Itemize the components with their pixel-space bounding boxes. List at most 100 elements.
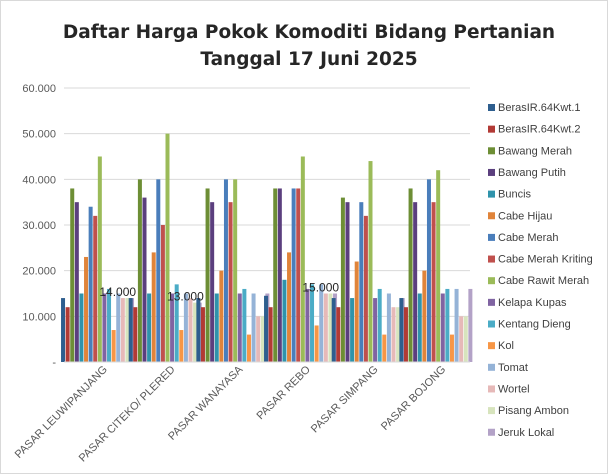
x-category-label: PASAR WANAYASA bbox=[166, 363, 246, 443]
bar bbox=[193, 302, 198, 362]
bar bbox=[331, 298, 336, 362]
legend-label: Wortel bbox=[498, 383, 530, 395]
chart-title: Daftar Harga Pokok Komoditi Bidang Perta… bbox=[1, 19, 608, 73]
bar bbox=[345, 202, 350, 362]
bar bbox=[319, 284, 324, 362]
y-tick-label: 30.000 bbox=[22, 220, 56, 232]
bar bbox=[120, 298, 125, 362]
bar bbox=[97, 156, 102, 362]
bar bbox=[165, 133, 170, 362]
legend-label: Jeruk Lokal bbox=[498, 427, 554, 439]
bar bbox=[328, 293, 333, 362]
legend-label: Cabe Merah bbox=[498, 232, 559, 244]
bar bbox=[264, 295, 269, 362]
bar bbox=[336, 307, 341, 362]
legend-swatch bbox=[488, 277, 495, 285]
bar bbox=[386, 293, 391, 362]
bar bbox=[403, 307, 408, 362]
bar bbox=[228, 202, 233, 362]
bar bbox=[174, 284, 179, 362]
bar bbox=[413, 202, 418, 362]
legend-swatch bbox=[488, 190, 495, 198]
legend-label: Kol bbox=[498, 340, 514, 352]
bar bbox=[93, 215, 98, 362]
x-category-label: PASAR BOJONG bbox=[379, 364, 448, 433]
legend-label: Buncis bbox=[498, 189, 532, 201]
bar bbox=[291, 188, 296, 362]
bar bbox=[219, 270, 224, 362]
bar bbox=[84, 256, 89, 362]
bar bbox=[422, 270, 427, 362]
bar bbox=[373, 298, 378, 362]
bar bbox=[268, 307, 273, 362]
legend-swatch bbox=[488, 233, 495, 241]
legend-label: Cabe Hijau bbox=[498, 210, 552, 222]
bar bbox=[363, 215, 368, 362]
bar bbox=[237, 293, 242, 362]
bar bbox=[391, 307, 396, 362]
bar bbox=[196, 298, 201, 362]
legend-label: Kelapa Kupas bbox=[498, 297, 567, 309]
legend-swatch bbox=[488, 168, 495, 176]
legend-swatch bbox=[488, 320, 495, 328]
bar bbox=[188, 298, 193, 362]
bar bbox=[88, 206, 93, 362]
bar bbox=[242, 288, 247, 362]
bar bbox=[354, 261, 359, 362]
y-tick-label: 20.000 bbox=[22, 266, 56, 278]
y-tick-label: 60.000 bbox=[22, 83, 56, 95]
bar bbox=[277, 188, 282, 362]
y-tick-label: 10.000 bbox=[22, 311, 56, 323]
data-label: 14.000 bbox=[99, 285, 136, 299]
bar bbox=[431, 202, 436, 362]
legend-label: Bawang Putih bbox=[498, 167, 566, 179]
bar bbox=[463, 316, 468, 362]
bar bbox=[310, 284, 315, 362]
bar bbox=[246, 334, 251, 362]
bar bbox=[142, 197, 147, 362]
legend-label: Cabe Merah Kriting bbox=[498, 254, 593, 266]
legend-swatch bbox=[488, 255, 495, 263]
bar bbox=[305, 288, 310, 362]
bar bbox=[156, 179, 161, 362]
bar bbox=[128, 298, 133, 362]
chart-title-line-1: Daftar Harga Pokok Komoditi Bidang Perta… bbox=[62, 22, 556, 43]
bar bbox=[350, 298, 355, 362]
bar bbox=[445, 288, 450, 362]
bar bbox=[314, 325, 319, 362]
bar bbox=[426, 179, 431, 362]
bar bbox=[151, 252, 156, 362]
bar bbox=[454, 288, 459, 362]
bar bbox=[107, 288, 112, 362]
bar bbox=[170, 293, 175, 362]
legend-swatch bbox=[488, 342, 495, 350]
bar bbox=[74, 202, 79, 362]
bar bbox=[382, 334, 387, 362]
bar bbox=[179, 330, 184, 362]
bar bbox=[377, 288, 382, 362]
bar bbox=[125, 298, 130, 362]
legend-swatch bbox=[488, 298, 495, 306]
chart-title-line-2: Tanggal 17 Juni 2025 bbox=[200, 49, 418, 70]
bar bbox=[323, 293, 328, 362]
bar bbox=[133, 307, 138, 362]
bar bbox=[251, 293, 256, 362]
bar bbox=[273, 188, 278, 362]
legend-swatch bbox=[488, 407, 495, 415]
bar bbox=[79, 293, 84, 362]
data-label: 15.000 bbox=[302, 281, 339, 295]
bar bbox=[116, 293, 121, 362]
bar bbox=[210, 202, 215, 362]
bar bbox=[449, 334, 454, 362]
bar bbox=[296, 188, 301, 362]
legend-swatch bbox=[488, 212, 495, 220]
bar bbox=[70, 188, 75, 362]
bar bbox=[147, 293, 152, 362]
bar bbox=[65, 307, 70, 362]
bar bbox=[214, 293, 219, 362]
legend-label: Bawang Merah bbox=[498, 145, 572, 157]
legend-swatch bbox=[488, 125, 495, 133]
legend-label: BerasIR.64Kwt.1 bbox=[498, 102, 581, 114]
legend-swatch bbox=[488, 147, 495, 155]
